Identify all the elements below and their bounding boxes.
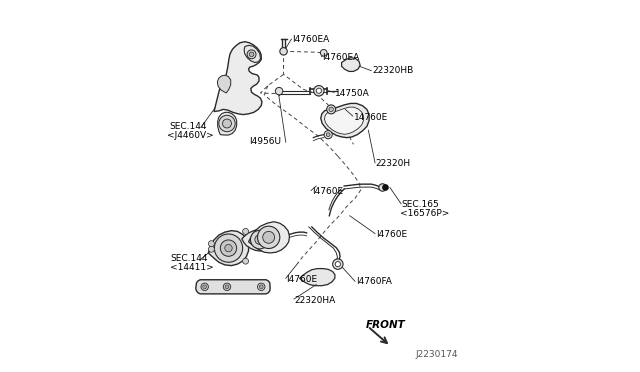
Polygon shape	[321, 103, 369, 138]
Polygon shape	[218, 112, 237, 135]
Circle shape	[243, 228, 248, 234]
Circle shape	[225, 285, 229, 289]
Text: I4760E: I4760E	[287, 275, 317, 283]
Text: I4760E: I4760E	[312, 187, 344, 196]
Circle shape	[214, 234, 243, 262]
Circle shape	[219, 115, 235, 132]
Circle shape	[280, 48, 287, 55]
Text: 14760E: 14760E	[353, 113, 388, 122]
Text: I4956U: I4956U	[250, 137, 282, 146]
Circle shape	[257, 226, 280, 248]
Text: <J4460V>: <J4460V>	[167, 131, 214, 140]
Circle shape	[247, 50, 256, 59]
Polygon shape	[244, 45, 260, 62]
Polygon shape	[218, 75, 231, 93]
Polygon shape	[196, 280, 270, 294]
Polygon shape	[242, 228, 278, 251]
Circle shape	[314, 86, 324, 96]
Circle shape	[225, 244, 232, 252]
Circle shape	[255, 235, 264, 244]
Circle shape	[259, 285, 263, 289]
Polygon shape	[300, 269, 335, 286]
Circle shape	[209, 246, 214, 252]
Polygon shape	[214, 42, 262, 115]
Text: <14411>: <14411>	[170, 263, 214, 272]
Circle shape	[335, 262, 340, 267]
Text: <16576P>: <16576P>	[401, 209, 450, 218]
Text: J2230174: J2230174	[415, 350, 458, 359]
Text: I4760EA: I4760EA	[322, 53, 359, 62]
Text: I4760E: I4760E	[376, 230, 407, 239]
Circle shape	[203, 285, 207, 289]
Circle shape	[321, 49, 327, 56]
Circle shape	[324, 131, 332, 139]
Text: I4760EA: I4760EA	[292, 35, 330, 44]
Circle shape	[316, 88, 321, 93]
Text: 22320HA: 22320HA	[294, 296, 336, 305]
Circle shape	[223, 119, 232, 128]
Circle shape	[329, 107, 333, 112]
Polygon shape	[324, 107, 364, 134]
Text: SEC.144: SEC.144	[170, 254, 208, 263]
Circle shape	[201, 283, 209, 291]
Text: SEC.165: SEC.165	[402, 200, 440, 209]
Polygon shape	[342, 58, 360, 71]
Circle shape	[250, 52, 254, 57]
Circle shape	[262, 231, 275, 243]
Circle shape	[257, 283, 265, 291]
Circle shape	[223, 283, 231, 291]
Circle shape	[220, 240, 237, 256]
Circle shape	[379, 184, 386, 191]
Text: 22320HB: 22320HB	[372, 66, 413, 75]
Text: SEC.144: SEC.144	[170, 122, 207, 131]
Text: 14750A: 14750A	[335, 89, 370, 98]
Ellipse shape	[220, 283, 246, 290]
Text: FRONT: FRONT	[365, 320, 405, 330]
Circle shape	[275, 87, 283, 95]
Polygon shape	[209, 231, 248, 266]
Polygon shape	[248, 222, 289, 253]
Circle shape	[382, 184, 389, 191]
Circle shape	[243, 258, 248, 264]
Circle shape	[209, 241, 214, 247]
Text: 22320H: 22320H	[376, 159, 411, 168]
Text: I4760FA: I4760FA	[356, 278, 392, 286]
Circle shape	[326, 105, 335, 114]
Circle shape	[250, 230, 269, 249]
Circle shape	[326, 133, 330, 137]
Circle shape	[333, 259, 343, 269]
